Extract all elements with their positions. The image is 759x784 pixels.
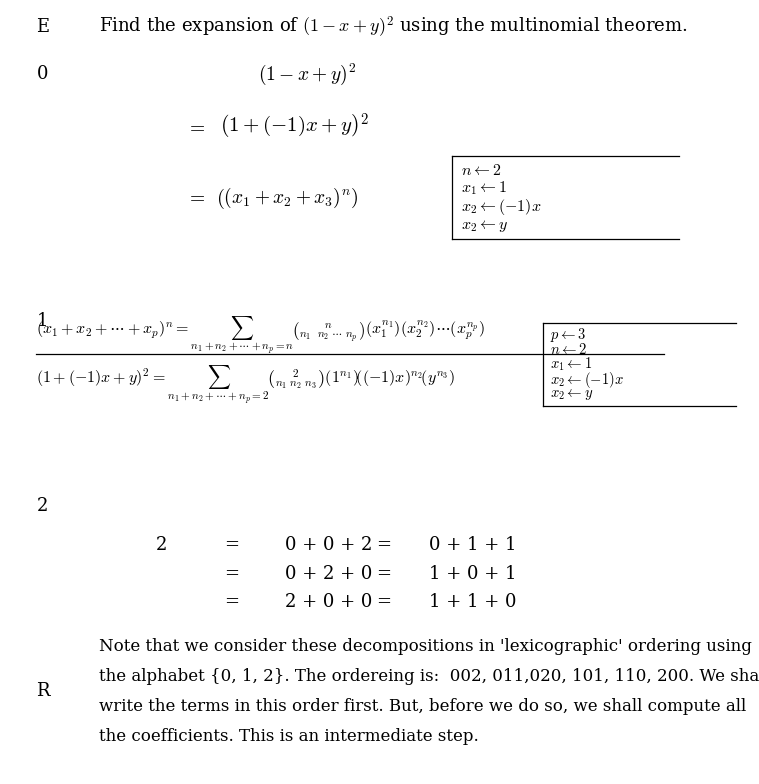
Text: 0 + 0 + 2: 0 + 0 + 2 (285, 536, 372, 554)
Text: 2 + 0 + 0: 2 + 0 + 0 (285, 593, 372, 611)
Text: =: = (376, 565, 391, 583)
Text: R: R (36, 683, 50, 700)
Text: Note that we consider these decompositions in 'lexicographic' ordering using: Note that we consider these decompositio… (99, 638, 751, 655)
Text: E: E (36, 19, 49, 36)
Text: $(x_1 + x_2 + \cdots + x_p)^{n} = \sum_{n_1+n_2+\cdots+n_p=n}\binom{n}{n_1\ \ n_: $(x_1 + x_2 + \cdots + x_p)^{n} = \sum_{… (36, 314, 486, 357)
Text: 0 + 1 + 1: 0 + 1 + 1 (429, 536, 516, 554)
Text: $n \leftarrow 2$: $n \leftarrow 2$ (550, 342, 587, 357)
Text: $n \leftarrow 2$: $n \leftarrow 2$ (461, 162, 501, 179)
Text: =: = (224, 593, 239, 611)
Text: $x_1 \leftarrow 1$: $x_1 \leftarrow 1$ (550, 356, 593, 373)
Text: =: = (376, 536, 391, 554)
Text: 0: 0 (36, 66, 48, 83)
Text: 1 + 0 + 1: 1 + 0 + 1 (429, 565, 516, 583)
Text: $=$: $=$ (186, 189, 206, 206)
Text: 0 + 2 + 0: 0 + 2 + 0 (285, 565, 372, 583)
Text: 1 + 1 + 0: 1 + 1 + 0 (429, 593, 516, 611)
Text: =: = (224, 536, 239, 554)
Text: 2: 2 (156, 536, 167, 554)
Text: $p \leftarrow 3$: $p \leftarrow 3$ (550, 325, 587, 343)
Text: $x_1 \leftarrow 1$: $x_1 \leftarrow 1$ (461, 180, 507, 198)
Text: the coefficients. This is an intermediate step.: the coefficients. This is an intermediat… (99, 728, 478, 745)
Text: 1: 1 (36, 313, 48, 330)
Text: write the terms in this order first. But, before we do so, we shall compute all: write the terms in this order first. But… (99, 698, 746, 715)
Text: $(1 - x + y)^2$: $(1 - x + y)^2$ (258, 62, 356, 87)
Text: Find the expansion of $(1 - x + y)^2$ using the multinomial theorem.: Find the expansion of $(1 - x + y)^2$ us… (99, 15, 687, 40)
Text: $x_2 \leftarrow y$: $x_2 \leftarrow y$ (461, 216, 508, 234)
Text: $=$: $=$ (186, 118, 206, 136)
Text: =: = (224, 565, 239, 583)
Text: =: = (376, 593, 391, 611)
Text: $x_2 \leftarrow y$: $x_2 \leftarrow y$ (550, 387, 594, 402)
Text: 2: 2 (36, 497, 48, 514)
Text: $\left(1 + (-1)x + y\right)^{2}$: $\left(1 + (-1)x + y\right)^{2}$ (220, 112, 369, 142)
Text: $\left(1 + (-1)x + y\right)^{2} = \sum_{n_1+n_2+\cdots+n_p=2}\binom{2}{n_1\ n_2\: $\left(1 + (-1)x + y\right)^{2} = \sum_{… (36, 364, 455, 408)
Text: $x_2 \leftarrow (-1)x$: $x_2 \leftarrow (-1)x$ (461, 197, 541, 216)
Text: $\left((x_1 + x_2 + x_3)^{n}\right)$: $\left((x_1 + x_2 + x_3)^{n}\right)$ (216, 184, 359, 211)
Text: the alphabet {0, 1, 2}. The ordereing is:  002, 011,020, 101, 110, 200. We shall: the alphabet {0, 1, 2}. The ordereing is… (99, 668, 759, 685)
Text: $x_2 \leftarrow (-1)x$: $x_2 \leftarrow (-1)x$ (550, 369, 624, 390)
